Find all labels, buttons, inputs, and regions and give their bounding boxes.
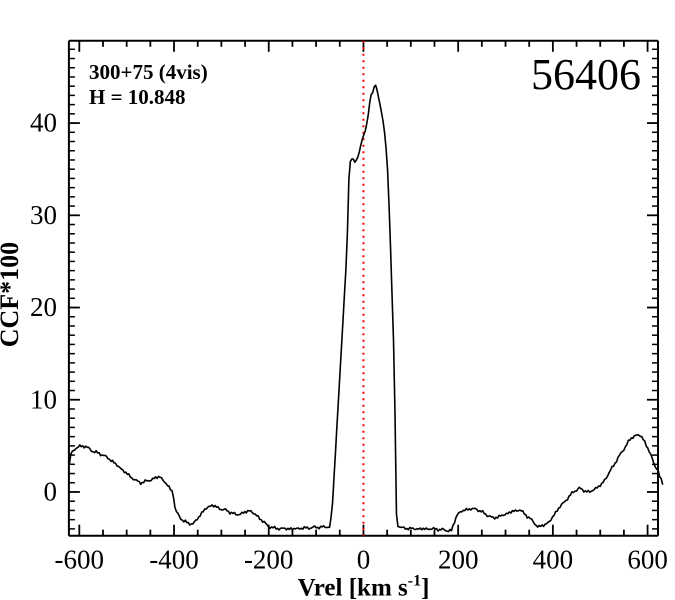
- svg-text:H = 10.848: H = 10.848: [89, 85, 186, 109]
- svg-text:30: 30: [30, 200, 57, 230]
- svg-text:Vrel [km s-1]: Vrel [km s-1]: [298, 573, 430, 600]
- svg-text:10: 10: [30, 384, 57, 414]
- svg-text:400: 400: [533, 545, 574, 575]
- svg-text:-400: -400: [149, 545, 199, 575]
- svg-text:40: 40: [30, 108, 57, 138]
- svg-text:56406: 56406: [531, 50, 641, 99]
- svg-text:300+75 (4vis): 300+75 (4vis): [89, 60, 208, 84]
- svg-text:20: 20: [30, 292, 57, 322]
- svg-text:0: 0: [357, 545, 371, 575]
- svg-text:CCF*100: CCF*100: [0, 242, 24, 347]
- svg-text:0: 0: [44, 477, 58, 507]
- svg-text:200: 200: [438, 545, 479, 575]
- svg-text:-200: -200: [244, 545, 294, 575]
- svg-text:600: 600: [627, 545, 668, 575]
- svg-text:-600: -600: [55, 545, 105, 575]
